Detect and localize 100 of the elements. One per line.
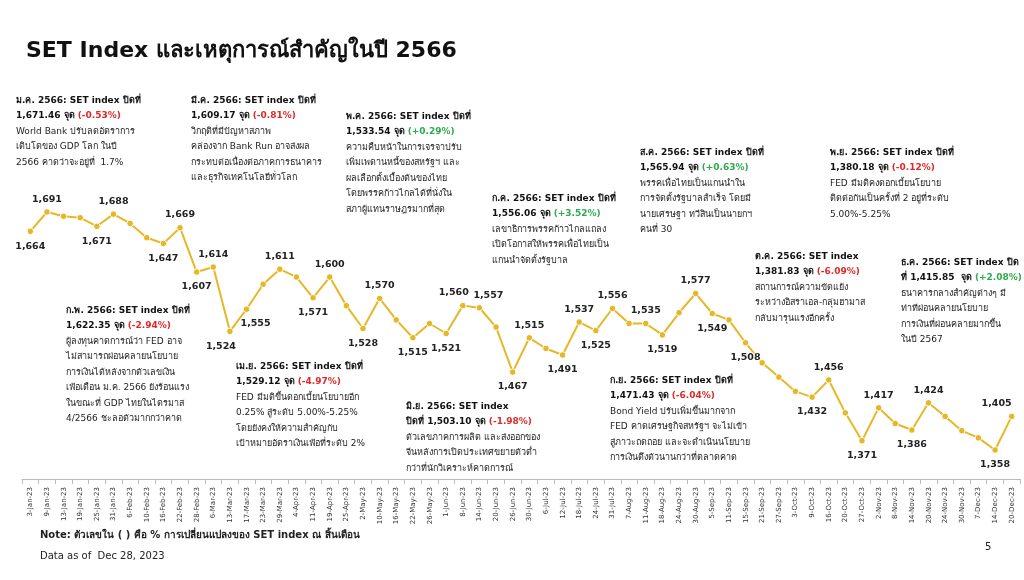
annotation: ก.ย. 2566: SET index ปิดที่ 1,471.43 จุด (-6.04%) Bond Yield ปรับเพิ่มขึ้นมากจาก FED คาดเศรษฐกิจสหรัฐฯ จะไม่เข้า สู่ภาวะถดถอย และจะดำเนินนโยบาย การเงินตึงตัวนานกว่าที่ตลาดคาด — [610, 372, 750, 463]
data-label: 1,358 — [980, 458, 1011, 470]
point — [192, 268, 201, 276]
annotation: มิ.ย. 2566: SET index ปิดที่ 1,503.10 จุด (-1.98%) ตัวเลขภาคการผลิต และส่งออกของ จีนหลังการเปิดประเทศขยายตัวต่ำ กว่าที่นักวิเคราะห์คาดการณ์ — [405, 400, 540, 473]
chart-title: SET Index และเหตุการณ์สำคัญในปี 2566 — [26, 35, 457, 64]
point — [958, 426, 966, 435]
annotation: พ.ย. 2566: SET index ปิดที่ 1,380.18 จุด (-0.12%) FED มีมติคงดอกเบี้ยนโยบาย ติดต่อกันเป็นครั้งที่ 2 อยู่ที่ระดับ 5.00%-5.25% — [830, 144, 954, 219]
data-label: 1,614 — [198, 247, 229, 259]
point — [924, 399, 933, 407]
data-label: 1,555 — [240, 317, 271, 329]
point — [775, 373, 783, 381]
point — [26, 227, 35, 236]
data-label: 1,521 — [431, 341, 462, 353]
point — [824, 376, 833, 384]
point — [392, 316, 400, 324]
data-label: 1,432 — [797, 405, 828, 417]
point — [375, 294, 384, 303]
point — [159, 239, 168, 248]
point — [459, 301, 467, 310]
text: 5 — [985, 540, 992, 552]
annotation: เม.ย. 2566: SET index ปิดที่ 1,529.12 จุด (-4.97%) FED มีมติขึ้นดอกเบี้ยนโยบายอีก 0.25% สู่ระดับ 5.00%-5.25% โดยยังคงให้ความสำคัญกับ เป้าหมายอัตราเงินเฟ้อที่ระดับ 2% — [236, 358, 366, 449]
data-label: 1,537 — [564, 302, 595, 314]
point — [558, 351, 567, 359]
data-label: 1,417 — [863, 388, 894, 400]
data-label: 1,570 — [364, 279, 396, 291]
point — [758, 359, 766, 367]
data-label: 1,371 — [846, 448, 878, 460]
annotation: พ.ค. 2566: SET index ปิดที่ 1,533.54 จุด (+0.29%) ความคืบหน้าในการเจรจาปรับ เพิ่มเพดานหนี้ของสหรัฐฯ และ ผลเลือกตั้งเบื้องต้นของไทย โดยพรรคก้าวไกลได้ที่นั่งใน สภาผู้แทนราษฎรมากที่สุด — [346, 108, 471, 215]
point — [292, 273, 301, 281]
point — [43, 208, 51, 216]
point — [176, 223, 184, 232]
data-label: 1,647 — [148, 251, 179, 263]
text: ก.พ. 2566: SET index ปิดที่ 1,622.35 จุด (-2.94%) ผู้ลงทุนคาดการณ์ว่า FED อาจ ไม่สามารถผ่อนคลายนโยบาย การเงินได้หลังจากตัวเลขเงิน เฟ้อเดือน ม.ค. 2566 ยังร้อนแรง ในขณะที่ GDP ไทยในไตรมาส 4/2566 ชะลอตัวมากกว่าคาด — [66, 304, 190, 424]
point — [691, 289, 700, 298]
point — [725, 316, 733, 324]
point — [858, 436, 866, 445]
text: Data as of Dec 28, 2023 — [40, 549, 165, 561]
point — [76, 213, 84, 222]
data-label: 1,557 — [473, 288, 504, 300]
point — [442, 329, 450, 338]
point — [974, 434, 983, 442]
point — [209, 263, 218, 271]
point — [259, 280, 267, 288]
point — [508, 368, 517, 376]
point — [309, 294, 317, 302]
text: Note: ตัวเลขใน ( ) คือ % การเปลี่ยนแปลงของ SET index ณ สิ้นเดือน — [40, 526, 360, 540]
point — [592, 326, 600, 335]
point — [475, 304, 484, 312]
point — [525, 334, 534, 342]
point — [242, 305, 251, 313]
point — [658, 331, 667, 339]
annotation: ธ.ค. 2566: SET index ปิด ที่ 1,415.85 จุด (+2.08%) ธนาคารกลางสำคัญต่างๆ มี ท่าทีผ่อนคลายนโยบาย การเงินที่ผ่อนคลายมากขึ้น ในปี 2567 — [901, 256, 1022, 345]
data-label: 1,515 — [397, 346, 428, 358]
point — [342, 301, 351, 310]
point — [908, 426, 916, 434]
data-label: 1,571 — [298, 306, 329, 318]
point — [741, 339, 750, 347]
data-label: 1,671 — [81, 234, 112, 246]
text: ม.ค. 2566: SET index ปิดที่ 1,671.46 จุด (-0.53%) World Bank ปรับลดอัตราการ เติบโตของ GDP โลก ในปี 2566 คาดว่าจะอยู่ที่ 1.7% — [16, 92, 141, 168]
point — [126, 219, 134, 228]
point — [575, 318, 583, 326]
point — [791, 387, 800, 396]
data-label: 1,549 — [697, 321, 728, 333]
point — [891, 419, 899, 428]
point — [874, 404, 883, 412]
data-label: 1,405 — [981, 397, 1012, 409]
point — [991, 446, 999, 454]
point — [359, 324, 367, 333]
data-label: 1,515 — [514, 318, 545, 330]
point — [109, 210, 118, 218]
data-label: 1,664 — [15, 239, 46, 251]
point — [608, 304, 617, 313]
data-label: 1,424 — [913, 383, 944, 395]
point — [143, 233, 151, 242]
data-label: 1,528 — [347, 336, 379, 348]
data-label: 1,691 — [31, 192, 62, 204]
data-label: 1,491 — [547, 363, 578, 375]
point — [708, 309, 717, 318]
point — [1007, 412, 1016, 421]
annotation: ส.ค. 2566: SET index ปิดที่ 1,565.94 จุด (+0.63%) พรรคเพื่อไทยเป็นแกนนำใน การจัดตั้งรัฐบาลสำเร็จ โดยมี นายเศรษฐา ทวีสินเป็นนายกฯ คนที่ 30 — [640, 144, 764, 235]
data-label: 1,525 — [580, 338, 611, 350]
text: มี.ค. 2566: SET index ปิดที่ 1,609.17 จุด (-0.81%) วิกฤติที่มีปัญหาสภาพ คล่องจาก Bank Run อาจส่งผล กระทบต่อเนื่องต่อภาคการธนาคาร และธุรกิจเทคโนโลยีทั่วโลก — [191, 92, 322, 184]
point — [409, 334, 417, 342]
point — [542, 344, 550, 353]
point — [808, 393, 816, 401]
point — [226, 327, 234, 336]
point — [93, 222, 101, 231]
point — [276, 265, 284, 273]
data-label: 1,688 — [98, 194, 129, 206]
data-label: 1,556 — [597, 289, 628, 301]
data-label: 1,577 — [680, 274, 711, 286]
data-label: 1,607 — [181, 280, 212, 292]
point — [625, 319, 633, 328]
data-label: 1,560 — [438, 286, 470, 298]
point — [325, 273, 334, 281]
point — [642, 319, 650, 328]
point — [59, 212, 68, 221]
data-label: 1,669 — [164, 208, 196, 220]
data-label: 1,611 — [264, 249, 295, 261]
data-label: 1,524 — [205, 339, 237, 351]
